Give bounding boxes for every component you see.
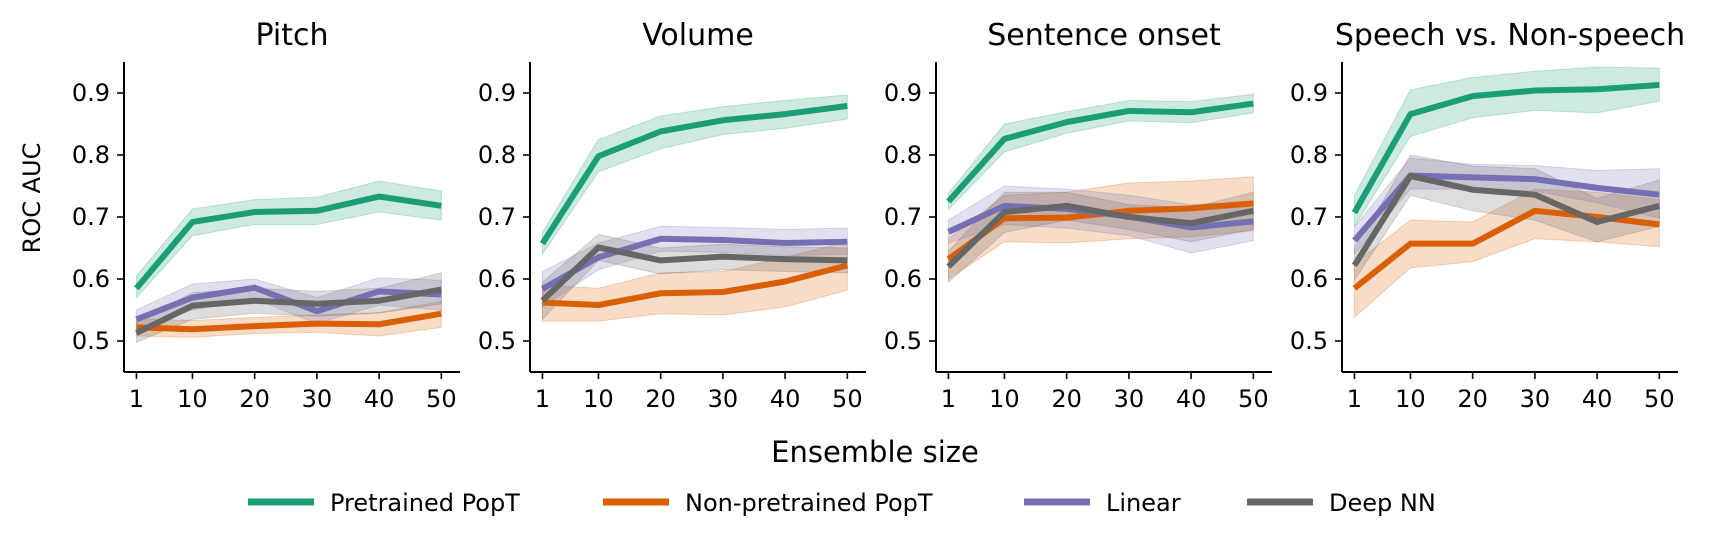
y-tick-label: 0.6 [72,265,110,293]
y-tick-label: 0.7 [72,203,110,231]
y-tick-label: 0.7 [1290,203,1328,231]
panel-sentence-onset: Sentence onset 0.5 0.6 0.7 0.8 0.9 1 10 20 30 40 50 [884,18,1272,413]
legend: Pretrained PopT Non-pretrained PopT Linear… [248,489,1436,517]
confidence-band-non-pretrained-popt [947,176,1254,280]
y-tick-label: 0.7 [478,203,516,231]
y-tick-label: 0.9 [72,79,110,107]
x-tick-label: 1 [941,385,956,413]
x-tick-label: 10 [177,385,208,413]
panels-layer: Pitch 0.5 0.6 0.7 0.8 0.9 1 10 20 30 40 50 Volume 0.5… [72,18,1685,413]
y-tick-label: 0.8 [72,141,110,169]
x-tick-label: 20 [1457,385,1488,413]
series-line-non-pretrained-popt [542,262,849,309]
confidence-band-deep-nn [1353,154,1660,282]
confidence-band-non-pretrained-popt [1353,188,1660,319]
x-tick-label: 50 [1644,385,1675,413]
x-tick-label: 30 [1114,385,1145,413]
y-tick-label: 0.5 [72,327,110,355]
series-line-deep-nn [135,286,442,336]
x-tick-label: 10 [1395,385,1426,413]
x-tick-label: 10 [989,385,1020,413]
x-tick-label: 40 [770,385,801,413]
confidence-band-pretrained-popt [541,94,848,256]
confidence-band-pretrained-popt [135,180,442,299]
series-line-pretrained-popt [1351,81,1660,215]
y-tick-label: 0.6 [478,265,516,293]
x-tick-label: 30 [708,385,739,413]
panel-title: Speech vs. Non-speech [1335,18,1685,53]
y-tick-label: 0.8 [478,141,516,169]
series-line-deep-nn [1351,173,1661,267]
x-tick-label: 20 [239,385,270,413]
series-line-pretrained-popt [539,103,848,246]
series-line-linear [540,235,848,292]
x-tick-label: 50 [426,385,457,413]
confidence-band-deep-nn [947,191,1254,284]
x-axis-label: Ensemble size [771,435,979,469]
series-line-pretrained-popt [946,100,1254,204]
x-tick-label: 1 [129,385,144,413]
panel-volume: Volume 0.5 0.6 0.7 0.8 0.9 1 10 20 30 40 50 [478,18,866,413]
x-tick-label: 30 [302,385,333,413]
y-tick-label: 0.6 [1290,265,1328,293]
x-tick-label: 40 [1176,385,1207,413]
series-line-deep-nn [946,202,1254,269]
x-tick-label: 40 [1582,385,1613,413]
panel-speech-vs-non-speech: Speech vs. Non-speech 0.5 0.6 0.7 0.8 0.9 1 10 2… [1290,18,1685,413]
y-tick-label: 0.8 [1290,141,1328,169]
x-tick-label: 20 [645,385,676,413]
panel-title: Volume [642,18,754,53]
confidence-band-linear [541,225,848,308]
y-tick-label: 0.9 [478,79,516,107]
y-tick-label: 0.7 [884,203,922,231]
legend-label-deep-nn: Deep NN [1329,489,1436,517]
x-tick-label: 20 [1051,385,1082,413]
y-tick-label: 0.5 [478,327,516,355]
x-tick-label: 30 [1520,385,1551,413]
y-tick-label: 0.9 [884,79,922,107]
y-axis-label: ROC AUC [18,143,46,254]
legend-label-linear: Linear [1106,489,1181,517]
y-tick-label: 0.9 [1290,79,1328,107]
panel-title: Pitch [255,18,328,53]
confidence-band-pretrained-popt [947,93,1254,211]
x-tick-label: 50 [832,385,863,413]
x-tick-label: 1 [535,385,550,413]
confidence-band-linear [947,185,1254,254]
y-tick-label: 0.8 [884,141,922,169]
x-tick-label: 10 [583,385,614,413]
legend-label-pretrained-popt: Pretrained PopT [330,489,520,517]
series-line-deep-nn [540,244,848,303]
legend-label-non-pretrained-popt: Non-pretrained PopT [685,489,933,517]
x-tick-label: 1 [1347,385,1362,413]
x-tick-label: 40 [364,385,395,413]
panel-pitch: Pitch 0.5 0.6 0.7 0.8 0.9 1 10 20 30 40 50 [72,18,460,413]
y-tick-label: 0.6 [884,265,922,293]
series-line-non-pretrained-popt [136,310,442,333]
y-tick-label: 0.5 [1290,327,1328,355]
y-tick-label: 0.5 [884,327,922,355]
series-line-pretrained-popt [134,193,442,291]
panel-title: Sentence onset [987,18,1221,53]
x-tick-label: 50 [1238,385,1269,413]
